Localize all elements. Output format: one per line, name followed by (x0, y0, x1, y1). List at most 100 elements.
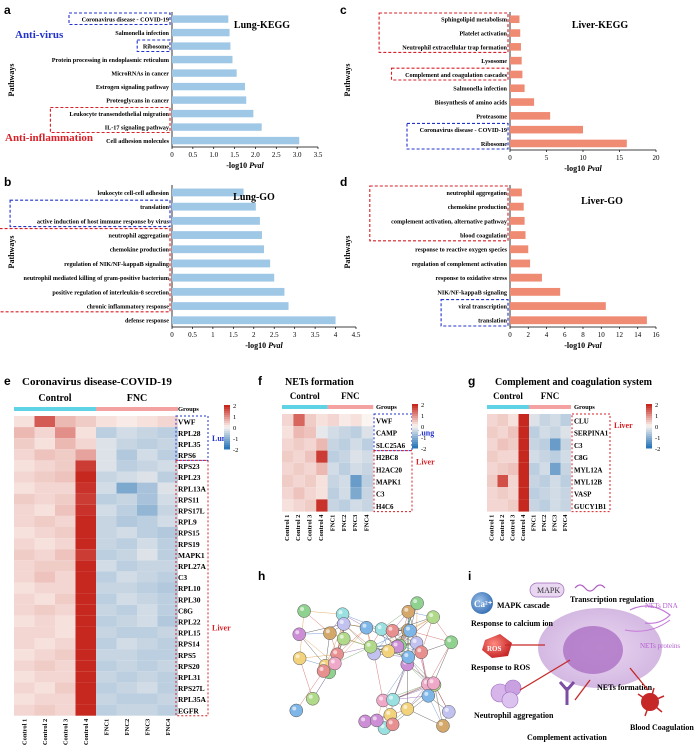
bar (510, 112, 550, 120)
heatmap-cell (561, 414, 572, 426)
panel-letter-g: g (468, 374, 475, 388)
legend-tick: -1 (233, 436, 238, 443)
heatmap-cell (158, 694, 179, 705)
heatmap-cell (14, 594, 35, 605)
nets-dna-label: NETs DNA (645, 602, 678, 610)
network-node (427, 611, 440, 624)
category-label: Coronavirus disease - COVID-19 (82, 16, 169, 23)
group-bar-control (487, 405, 529, 409)
group-bar-fnc (96, 407, 178, 411)
group-label-fnc: FNC (127, 393, 148, 404)
heatmap-cell (76, 560, 97, 571)
category-label: translation (478, 318, 507, 325)
heatmap-cell (158, 505, 179, 516)
heatmap-cell (339, 475, 350, 487)
node-highlight (340, 635, 344, 639)
row-label: RPS15 (178, 529, 200, 538)
heatmap-cell (55, 427, 76, 438)
node-highlight (373, 716, 377, 720)
heatmap-cell (362, 426, 373, 438)
heatmap-cell (76, 427, 97, 438)
heatmap-cell (137, 460, 158, 471)
heatmap-cell (316, 463, 327, 475)
row-label: RPL10 (178, 584, 201, 593)
heatmap-cell (519, 475, 530, 487)
column-label: Control 1 (488, 515, 495, 541)
heatmap-cell (498, 426, 509, 438)
heatmap-cell (35, 427, 56, 438)
heatmap-cell (96, 472, 117, 483)
bar (172, 203, 256, 211)
row-label: RPS17L (178, 506, 205, 515)
heatmap-cell (158, 660, 179, 671)
column-label: FNC3 (352, 514, 359, 531)
node-highlight (367, 643, 371, 647)
row-label: RPL27A (178, 562, 207, 571)
column-label: Control 3 (307, 514, 314, 541)
heatmap-cell (96, 660, 117, 671)
node-highlight (406, 627, 410, 631)
heatmap-cell (498, 475, 509, 487)
node-highlight (295, 630, 299, 634)
heatmap-cell (158, 460, 179, 471)
x-tick-label: 2.5 (270, 331, 279, 339)
node-highlight (447, 638, 451, 642)
category-label: Proteoglycans in cancer (106, 97, 169, 104)
legend-swatch (646, 446, 652, 449)
heatmap-cell (96, 638, 117, 649)
legend-tick: 2 (233, 403, 236, 410)
chart-title: Liver-GO (581, 196, 623, 207)
heatmap-cell (55, 671, 76, 682)
heatmap-cell (561, 426, 572, 438)
heatmap-cell (137, 527, 158, 538)
calcium-ion-label: Ca²⁺ (474, 599, 493, 609)
row-label: RPL9 (178, 518, 197, 527)
node-highlight (404, 653, 408, 657)
heatmap-cell (350, 463, 361, 475)
heatmap-cell (14, 427, 35, 438)
row-label: C8G (574, 454, 589, 462)
heatmap-cell (158, 538, 179, 549)
bar (172, 217, 260, 225)
legend-tick: 2 (655, 402, 658, 409)
heatmap-cell (498, 463, 509, 475)
category-label: Platelet activation (459, 30, 507, 37)
heatmap-cell (96, 616, 117, 627)
category-label: Biosynthesis of amino acids (435, 99, 508, 106)
node-highlight (326, 629, 330, 633)
panel-letter-a: a (4, 3, 11, 17)
bar (172, 302, 289, 310)
heatmap-cell (158, 627, 179, 638)
category-label: complement activation, alternative pathw… (391, 218, 508, 225)
heatmap-cell (158, 605, 179, 616)
heatmap-cell (117, 605, 138, 616)
heatmap-cell (540, 451, 551, 463)
category-label: chronic inflammatory response (87, 304, 170, 311)
heatmap-cell (55, 694, 76, 705)
heatmap-cell (14, 705, 35, 716)
category-label: chemokine production (448, 204, 508, 211)
network-node (337, 617, 350, 630)
category-label: response to reactive oxygen species (415, 247, 507, 254)
category-label: translation (140, 204, 169, 211)
column-label: Control 2 (42, 719, 49, 745)
heatmap-cell (55, 571, 76, 582)
column-label: Control 3 (62, 718, 69, 745)
heatmap-cell (76, 516, 97, 527)
column-label: Control 2 (295, 515, 302, 541)
bar (510, 231, 526, 239)
heatmap-cell (76, 449, 97, 460)
heatmap-cell (35, 594, 56, 605)
column-label: Control 1 (21, 719, 28, 745)
panel-letter-d: d (340, 175, 347, 189)
heatmap-cell (96, 427, 117, 438)
category-label: neutrophil aggregation (109, 233, 170, 240)
node-highlight (333, 650, 337, 654)
nets-formation-label: NETs formation (597, 683, 653, 692)
node-highlight (309, 695, 313, 699)
legend-swatch (224, 447, 230, 450)
row-label: MAPK1 (376, 479, 401, 487)
row-label: RPL35 (178, 440, 201, 449)
heatmap-cell (158, 649, 179, 660)
blood-coagulation-label: Blood Coagulation (630, 723, 694, 732)
